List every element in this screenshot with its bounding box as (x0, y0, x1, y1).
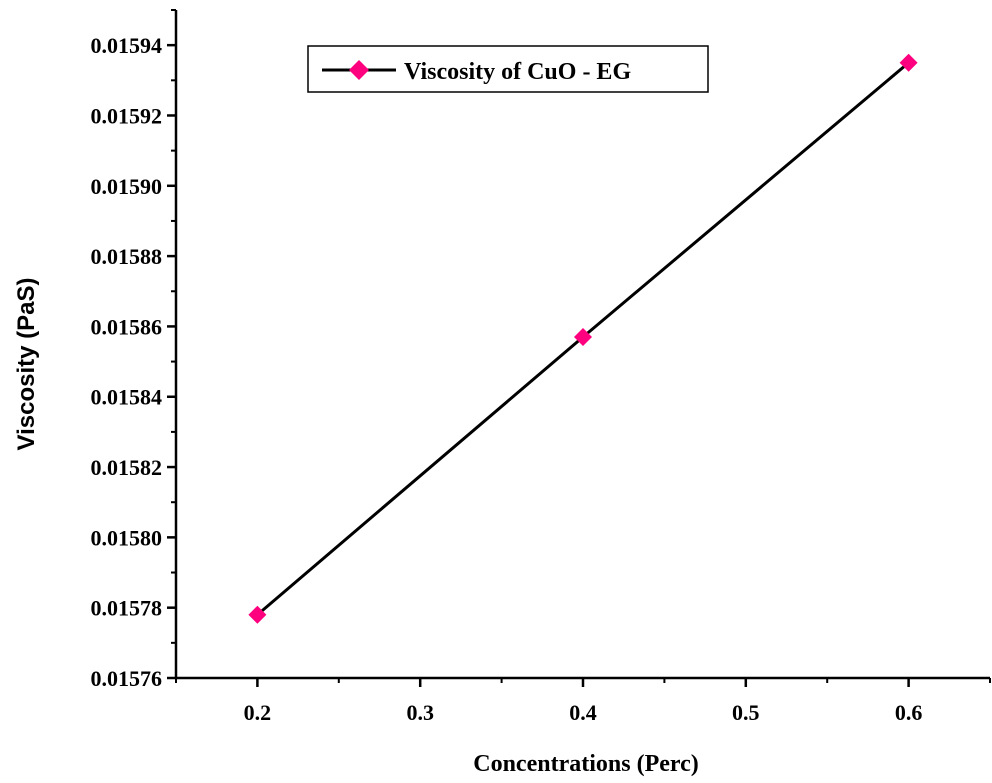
y-tick-label: 0.01594 (91, 33, 163, 58)
y-ticks: 0.01576 0.01578 0.01580 0.01582 0.01584 0.015… (91, 10, 177, 691)
y-tick-label: 0.01584 (91, 385, 163, 410)
y-tick-label: 0.01582 (91, 455, 163, 480)
y-tick-label: 0.01578 (91, 596, 163, 621)
x-tick-label: 0.3 (406, 700, 434, 725)
y-tick-label: 0.01590 (91, 174, 163, 199)
series-layer (248, 54, 917, 624)
y-tick-label: 0.01588 (91, 244, 163, 269)
x-tick-label: 0.4 (569, 700, 597, 725)
y-tick-label: 0.01586 (91, 314, 163, 339)
y-tick-label: 0.01592 (91, 103, 163, 128)
x-tick-label: 0.2 (244, 700, 272, 725)
x-tick-label: 0.6 (895, 700, 923, 725)
y-tick-label: 0.01580 (91, 525, 163, 550)
y-tick-label: 0.01576 (91, 666, 163, 691)
legend: Viscosity of CuO - EG (308, 46, 708, 92)
legend-entry-label: Viscosity of CuO - EG (404, 59, 631, 85)
x-axis-title: Concentrations (Perc) (473, 751, 699, 777)
x-ticks: 0.2 0.3 0.4 0.5 0.6 (176, 678, 990, 725)
y-axis-title: Viscosity (PaS) (13, 278, 40, 451)
x-tick-label: 0.5 (732, 700, 760, 725)
